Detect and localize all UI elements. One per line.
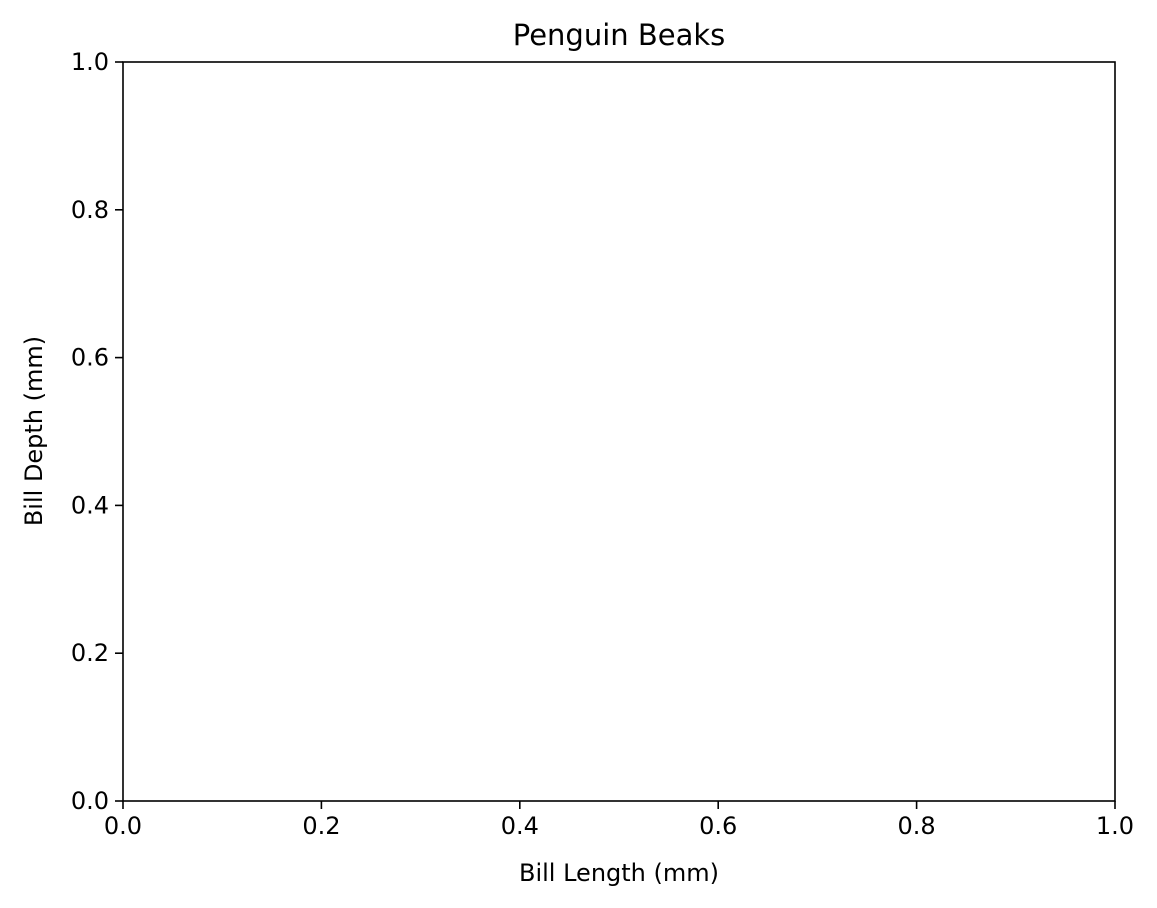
x-tick-label: 0.0 [104, 812, 142, 840]
plot-area [122, 61, 1116, 802]
x-tick-label: 0.4 [501, 812, 539, 840]
y-tick-label: 0.8 [71, 196, 109, 224]
x-axis: 0.0 0.2 0.4 0.6 0.8 1.0 [104, 801, 1134, 840]
y-tick-label: 1.0 [71, 48, 109, 76]
y-tick-label: 0.0 [71, 787, 109, 815]
x-tick-label: 0.6 [699, 812, 737, 840]
y-tick-label: 0.2 [71, 639, 109, 667]
x-tick-label: 1.0 [1096, 812, 1134, 840]
y-axis-label: Bill Depth (mm) [20, 336, 48, 526]
x-axis-label: Bill Length (mm) [519, 859, 719, 887]
chart-title: Penguin Beaks [513, 18, 726, 52]
y-axis: 0.0 0.2 0.4 0.6 0.8 1.0 [71, 48, 123, 815]
x-tick-label: 0.8 [898, 812, 936, 840]
y-tick-label: 0.6 [71, 344, 109, 372]
x-tick-label: 0.2 [302, 812, 340, 840]
y-tick-label: 0.4 [71, 491, 109, 519]
